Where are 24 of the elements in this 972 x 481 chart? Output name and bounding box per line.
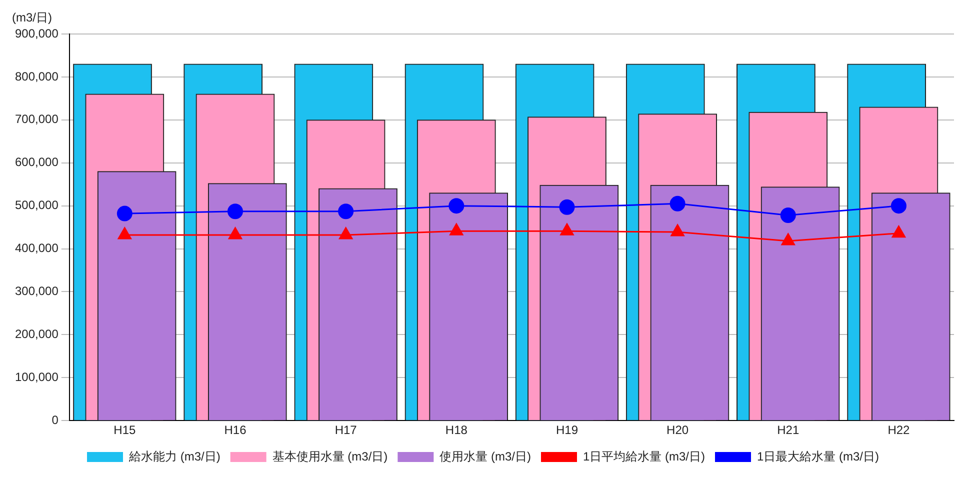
legend-label: 給水能力 (m3/日): [128, 449, 220, 464]
x-tick-label: H18: [445, 423, 468, 438]
y-axis-title: (m3/日): [12, 10, 52, 24]
x-tick-label: H22: [888, 423, 910, 438]
y-tick-label: 300,000: [14, 284, 59, 298]
x-tick-label: H15: [114, 423, 136, 438]
y-tick-label: 500,000: [14, 198, 59, 212]
x-tick-label: H19: [556, 423, 578, 438]
y-tick-label: 400,000: [14, 241, 59, 256]
y-tick-label: 0: [52, 412, 59, 427]
x-tick-label: H20: [666, 423, 689, 438]
y-tick-label: 100,000: [14, 370, 59, 384]
y-tick-label: 800,000: [14, 69, 59, 84]
legend-label: 基本使用水量 (m3/日): [272, 449, 388, 464]
y-tick-label: 900,000: [14, 26, 59, 40]
legend-label: 1日最大給水量 (m3/日): [756, 449, 880, 464]
x-tick-label: H21: [777, 423, 800, 438]
legend-label: 使用水量 (m3/日): [440, 449, 532, 464]
y-tick-label: 200,000: [14, 327, 59, 341]
legend-label: 1日平均給水量 (m3/日): [582, 449, 706, 464]
y-tick-label: 600,000: [14, 155, 59, 170]
x-tick-label: H16: [224, 423, 247, 438]
y-tick-label: 700,000: [14, 112, 59, 126]
x-tick-label: H17: [334, 423, 358, 438]
